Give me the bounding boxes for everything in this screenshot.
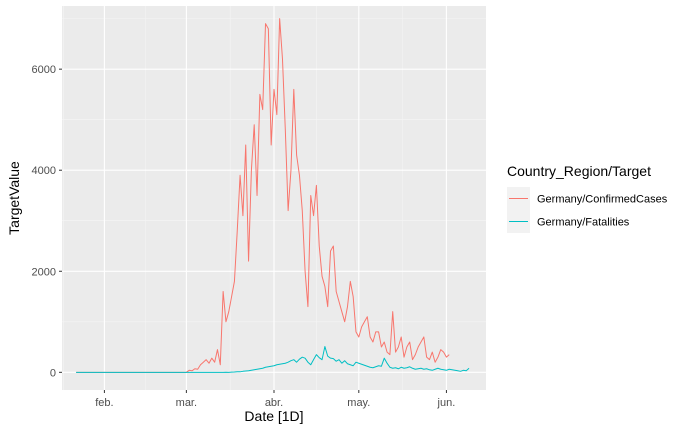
y-tick-label: 4000 [32, 165, 56, 177]
x-tick-label: may. [347, 397, 370, 409]
y-tick-label: 0 [50, 367, 56, 379]
y-tick-label: 6000 [32, 64, 56, 76]
y-tick-label: 2000 [32, 266, 56, 278]
x-tick-label: feb. [95, 397, 113, 409]
legend-title: Country_Region/Target [507, 163, 651, 179]
x-tick-label: mar. [176, 397, 197, 409]
y-axis: 0 2000 4000 6000 [32, 64, 62, 379]
x-tick-label: jun. [437, 397, 456, 409]
legend: Country_Region/Target Germany/ConfirmedC… [507, 163, 668, 233]
x-axis-title: Date [1D] [244, 408, 303, 424]
x-axis: feb. mar. abr. may. jun. [95, 390, 455, 409]
x-tick-label: abr. [265, 397, 283, 409]
y-axis-title: TargetValue [6, 161, 22, 235]
legend-items: Germany/ConfirmedCases Germany/Fatalities [507, 187, 668, 233]
legend-label: Germany/ConfirmedCases [537, 194, 668, 206]
major-gridlines [62, 6, 486, 390]
legend-label: Germany/Fatalities [537, 217, 630, 229]
series-line-fatalities [76, 346, 470, 373]
series-layer [76, 18, 470, 373]
